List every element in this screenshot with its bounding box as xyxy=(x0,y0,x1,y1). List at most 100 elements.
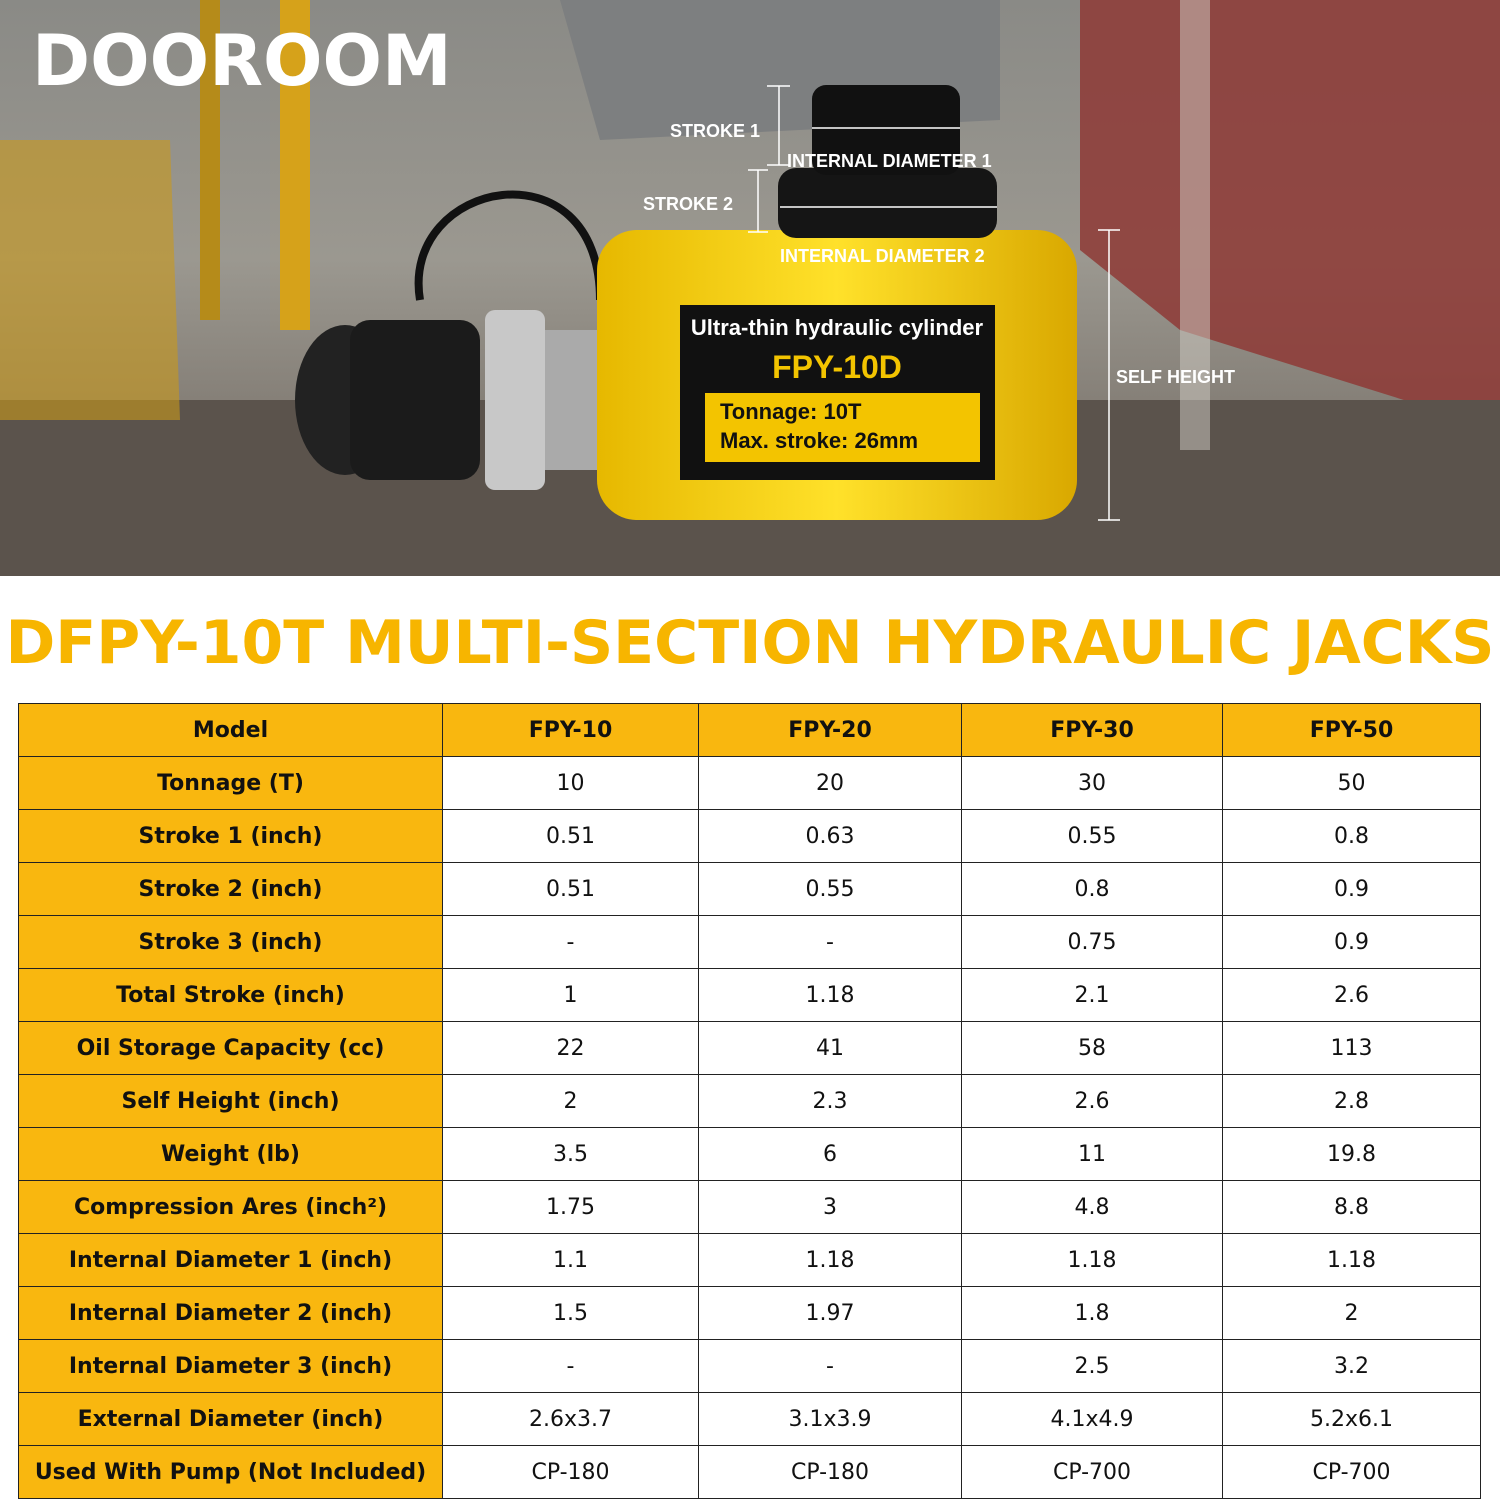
cell: 2 xyxy=(1222,1286,1481,1340)
cell: 3.1x3.9 xyxy=(698,1392,962,1446)
row-label: Tonnage (T) xyxy=(18,756,443,810)
cell: 0.51 xyxy=(442,809,699,863)
dimension-label: STROKE 1 xyxy=(670,121,760,141)
row-label: Internal Diameter 1 (inch) xyxy=(18,1233,443,1287)
plate-subtitle: Ultra-thin hydraulic cylinder xyxy=(691,315,984,340)
table-row: Oil Storage Capacity (cc) 22 41 58 113 xyxy=(18,1021,1481,1075)
cell: 3.5 xyxy=(442,1127,699,1181)
plate-stroke: Max. stroke: 26mm xyxy=(720,428,918,453)
row-label: Total Stroke (inch) xyxy=(18,968,443,1022)
cell: 22 xyxy=(442,1021,699,1075)
cell: FPY-10 xyxy=(442,703,699,757)
row-label: External Diameter (inch) xyxy=(18,1392,443,1446)
cell: 4.1x4.9 xyxy=(961,1392,1223,1446)
cell: 1.18 xyxy=(698,1233,962,1287)
cell: 1 xyxy=(442,968,699,1022)
cell: - xyxy=(442,1339,699,1393)
cell: 30 xyxy=(961,756,1223,810)
spec-table: Model FPY-10 FPY-20 FPY-30 FPY-50 Tonnage (T)… xyxy=(18,703,1481,1499)
cell: 2.5 xyxy=(961,1339,1223,1393)
cell: 0.9 xyxy=(1222,915,1481,969)
cell: 6 xyxy=(698,1127,962,1181)
cell: 0.55 xyxy=(698,862,962,916)
dimension-label: INTERNAL DIAMETER 1 xyxy=(787,151,992,171)
row-label: Model xyxy=(18,703,443,757)
cell: CP-180 xyxy=(442,1445,699,1499)
cell: 41 xyxy=(698,1021,962,1075)
plate-model: FPY-10D xyxy=(772,349,902,385)
row-label: Oil Storage Capacity (cc) xyxy=(18,1021,443,1075)
title: DFPY-10T MULTI-SECTION HYDRAULIC JACKS xyxy=(5,608,1495,678)
cell: 58 xyxy=(961,1021,1223,1075)
cell: 1.5 xyxy=(442,1286,699,1340)
cell: 11 xyxy=(961,1127,1223,1181)
row-label: Internal Diameter 2 (inch) xyxy=(18,1286,443,1340)
logo: DOOROOM xyxy=(32,20,452,102)
cell: 1.97 xyxy=(698,1286,962,1340)
cell: 0.75 xyxy=(961,915,1223,969)
cell: 1.1 xyxy=(442,1233,699,1287)
cell: 1.18 xyxy=(698,968,962,1022)
row-label: Weight (lb) xyxy=(18,1127,443,1181)
row-label: Compression Ares (inch²) xyxy=(18,1180,443,1234)
product-photo: Ultra-thin hydraulic cylinder FPY-10D To… xyxy=(0,0,1500,576)
table-row: Used With Pump (Not Included) CP-180 CP-18… xyxy=(18,1445,1481,1499)
table-row: Internal Diameter 3 (inch) - -2.5 3.2 xyxy=(18,1339,1481,1393)
dimension-label: SELF HEIGHT xyxy=(1116,367,1235,387)
cell: 2.8 xyxy=(1222,1074,1481,1128)
plate-tonnage: Tonnage: 10T xyxy=(720,399,862,424)
cell: 0.51 xyxy=(442,862,699,916)
dimension-label: STROKE 2 xyxy=(643,194,733,214)
cell: 2.1 xyxy=(961,968,1223,1022)
table-row: Stroke 2 (inch) 0.51 0.55 0.8 0.9 xyxy=(18,862,1481,916)
row-label: Internal Diameter 3 (inch) xyxy=(18,1339,443,1393)
cell: 2.6 xyxy=(961,1074,1223,1128)
cell: 8.8 xyxy=(1222,1180,1481,1234)
table-row: Tonnage (T) 10 20 30 50 xyxy=(18,756,1481,810)
dimension-label: INTERNAL DIAMETER 2 xyxy=(780,246,985,266)
cell: 0.55 xyxy=(961,809,1223,863)
table-row: Weight (lb) 3.5 6 11 19.8 xyxy=(18,1127,1481,1181)
cell: 0.9 xyxy=(1222,862,1481,916)
cell: CP-700 xyxy=(1222,1445,1481,1499)
cell: 1.8 xyxy=(961,1286,1223,1340)
cell: 2.3 xyxy=(698,1074,962,1128)
cell: FPY-30 xyxy=(961,703,1223,757)
cell: 3 xyxy=(698,1180,962,1234)
cell: 113 xyxy=(1222,1021,1481,1075)
cell: 3.2 xyxy=(1222,1339,1481,1393)
cell: - xyxy=(698,915,962,969)
cell: 2 xyxy=(442,1074,699,1128)
cell: - xyxy=(698,1339,962,1393)
row-label: Self Height (inch) xyxy=(18,1074,443,1128)
cell: 5.2x6.1 xyxy=(1222,1392,1481,1446)
table-row: Model FPY-10 FPY-20 FPY-30 FPY-50 xyxy=(18,703,1481,757)
cell: 4.8 xyxy=(961,1180,1223,1234)
row-label: Stroke 3 (inch) xyxy=(18,915,443,969)
cell: FPY-20 xyxy=(698,703,962,757)
table-row: External Diameter (inch) 2.6x3.7 3.1x3.9 4.… xyxy=(18,1392,1481,1446)
cell: 1.18 xyxy=(1222,1233,1481,1287)
cell: 0.63 xyxy=(698,809,962,863)
table-row: Stroke 1 (inch) 0.51 0.63 0.55 0.8 xyxy=(18,809,1481,863)
row-label: Used With Pump (Not Included) xyxy=(18,1445,443,1499)
table-row: Internal Diameter 2 (inch) 1.5 1.97 1.8 2 xyxy=(18,1286,1481,1340)
table-row: Stroke 3 (inch) - -0.75 0.9 xyxy=(18,915,1481,969)
cell: 0.8 xyxy=(1222,809,1481,863)
cell: CP-180 xyxy=(698,1445,962,1499)
cell: FPY-50 xyxy=(1222,703,1481,757)
table-row: Internal Diameter 1 (inch) 1.1 1.18 1.18 1.1… xyxy=(18,1233,1481,1287)
cell: 2.6 xyxy=(1222,968,1481,1022)
cell: 1.18 xyxy=(961,1233,1223,1287)
table-row: Self Height (inch) 2 2.3 2.6 2.8 xyxy=(18,1074,1481,1128)
row-label: Stroke 2 (inch) xyxy=(18,862,443,916)
cell: CP-700 xyxy=(961,1445,1223,1499)
cell: 2.6x3.7 xyxy=(442,1392,699,1446)
cell: 1.75 xyxy=(442,1180,699,1234)
cell: 20 xyxy=(698,756,962,810)
cell: 0.8 xyxy=(961,862,1223,916)
cell: 50 xyxy=(1222,756,1481,810)
cell: 10 xyxy=(442,756,699,810)
table-row: Compression Ares (inch²) 1.75 3 4.8 8.8 xyxy=(18,1180,1481,1234)
